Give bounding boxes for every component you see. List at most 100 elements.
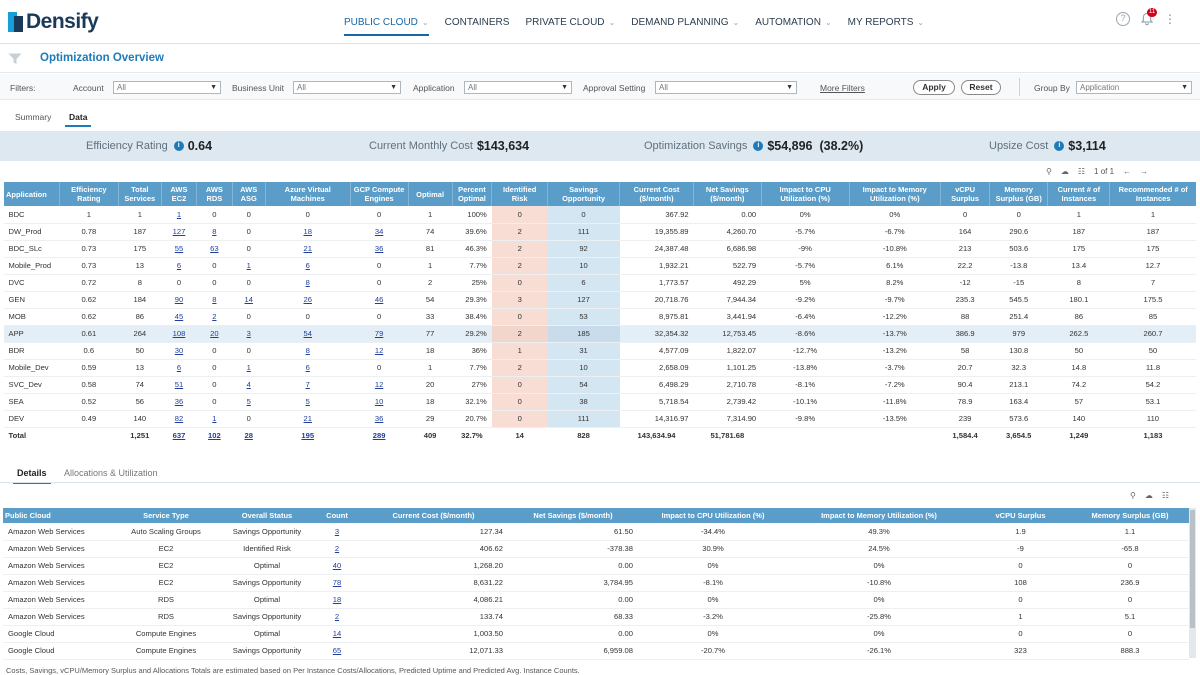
column-header[interactable]: Overall Status	[219, 508, 315, 523]
table-cell[interactable]: 21	[265, 410, 351, 428]
table-cell[interactable]: 55	[161, 240, 197, 258]
table-row[interactable]: DVC 0.72 8 0 0 0 8 0 2 25% 0 6 1,773.57 492.29 5% 8.2% -…	[3, 274, 1196, 292]
group-by-select[interactable]: Application ▼	[1076, 81, 1192, 94]
column-header[interactable]: Service Type	[113, 508, 219, 523]
drilldown-link[interactable]: 7	[305, 380, 310, 389]
table-cell[interactable]: 7	[265, 376, 351, 394]
count-link[interactable]: 2	[334, 544, 340, 553]
table-cell[interactable]: 127	[161, 223, 197, 241]
info-icon[interactable]: i	[1054, 141, 1065, 151]
help-icon[interactable]: ?	[1116, 12, 1130, 26]
table-cell[interactable]: 6	[161, 257, 197, 275]
table-cell[interactable]: 2	[196, 308, 233, 326]
table-cell[interactable]: 82	[161, 410, 197, 428]
total-cell[interactable]: 102	[196, 426, 233, 444]
nav-item-public-cloud[interactable]: PUBLIC CLOUD ⌄	[336, 0, 437, 44]
column-header[interactable]: Current Cost ($/month)	[359, 508, 508, 523]
table-cell[interactable]: 51	[161, 376, 197, 394]
table-row[interactable]: BDC_SLc 0.73 175 55 63 0 21 36 81 46.3% 2 92 24,387.…	[3, 240, 1196, 258]
more-menu-icon[interactable]: ⋮	[1164, 12, 1176, 26]
table-cell[interactable]: 30	[161, 342, 197, 360]
column-header[interactable]: Net Savings ($/month)	[508, 508, 638, 523]
table-cell[interactable]: 8	[265, 274, 351, 292]
drilldown-link[interactable]: 5	[246, 397, 251, 406]
drilldown-link[interactable]: 46	[374, 295, 384, 304]
drilldown-link[interactable]: 127	[172, 227, 186, 236]
table-cell[interactable]: 3	[315, 523, 359, 541]
account-filter-select[interactable]: All ▼	[113, 81, 221, 94]
table-cell[interactable]: 79	[350, 325, 409, 343]
cloud-download-icon[interactable]: ☁	[1060, 167, 1069, 176]
count-link[interactable]: 78	[332, 578, 342, 587]
table-row[interactable]: Amazon Web Services EC2 Savings Opportunit…	[3, 574, 1189, 592]
table-cell[interactable]: 18	[315, 591, 359, 609]
column-header[interactable]: GCP Compute Engines	[349, 182, 409, 206]
count-link[interactable]: 65	[332, 646, 342, 655]
table-row[interactable]: Amazon Web Services Auto Scaling Groups Sa…	[3, 523, 1189, 541]
drilldown-link[interactable]: 6	[305, 261, 310, 270]
table-cell[interactable]: 6	[265, 257, 351, 275]
table-cell[interactable]: 3	[232, 325, 266, 343]
drilldown-link[interactable]: 82	[174, 414, 184, 423]
column-header[interactable]: Current Cost ($/month)	[618, 182, 694, 206]
table-cell[interactable]: 54	[265, 325, 351, 343]
table-cell[interactable]: 45	[161, 308, 197, 326]
tab-allocations-utilization[interactable]: Allocations & Utilization	[64, 468, 158, 478]
table-cell[interactable]: 10	[350, 393, 409, 411]
column-header[interactable]: Memory Surplus (GB)	[1071, 508, 1189, 523]
table-row[interactable]: Amazon Web Services EC2 Identified Risk 2 40…	[3, 540, 1189, 558]
business-unit-filter-select[interactable]: All ▼	[293, 81, 401, 94]
table-cell[interactable]: 90	[161, 291, 197, 309]
table-cell[interactable]: 6	[161, 359, 197, 377]
tab-summary[interactable]: Summary	[15, 112, 52, 122]
column-header[interactable]: Net Savings ($/month)	[693, 182, 762, 206]
details-scrollbar[interactable]	[1189, 508, 1196, 658]
table-cell[interactable]: 1	[232, 257, 266, 275]
count-link[interactable]: 18	[332, 595, 342, 604]
drilldown-link[interactable]: 45	[174, 312, 184, 321]
count-link[interactable]: 40	[332, 561, 342, 570]
next-page-icon[interactable]: →	[1140, 167, 1149, 176]
tab-details[interactable]: Details	[13, 468, 50, 484]
table-cell[interactable]: 14	[315, 625, 359, 643]
table-cell[interactable]: 2	[315, 608, 359, 626]
table-cell[interactable]: 78	[315, 574, 359, 592]
cloud-download-icon[interactable]: ☁	[1144, 491, 1153, 500]
table-cell[interactable]: 36	[161, 393, 197, 411]
table-cell[interactable]: 36	[350, 410, 409, 428]
column-header[interactable]: Public Cloud	[3, 508, 113, 523]
table-cell[interactable]: 12	[350, 376, 409, 394]
table-cell[interactable]: 21	[265, 240, 351, 258]
column-header[interactable]: AWS RDS	[196, 182, 233, 206]
densify-logo[interactable]: Densify	[8, 10, 99, 34]
table-row[interactable]: BDR 0.6 50 30 0 0 8 12 18 36% 1 31 4,577.09 1,822.07-…	[3, 342, 1196, 360]
nav-item-demand-planning[interactable]: DEMAND PLANNING ⌄	[623, 0, 747, 44]
table-row[interactable]: DEV 0.49 140 82 1 0 21 36 29 20.7% 0 111 14,316.97 7,…	[3, 410, 1196, 428]
drilldown-link[interactable]: 36	[374, 414, 384, 423]
table-row[interactable]: Google Cloud Compute Engines Savings Oppor…	[3, 642, 1189, 660]
table-cell[interactable]: 12	[350, 342, 409, 360]
drilldown-link[interactable]: 2	[212, 312, 217, 321]
drilldown-link[interactable]: 1	[246, 363, 251, 372]
table-cell[interactable]: 108	[161, 325, 197, 343]
table-row[interactable]: BDC 1 1 1 0 0 0 0 1 100% 0 0 367.92 0.00 0% 0% 0 0 1 1	[3, 206, 1196, 224]
approval-setting-filter-select[interactable]: All ▼	[655, 81, 797, 94]
column-header[interactable]: Efficiency Rating	[58, 182, 119, 206]
table-cell[interactable]: 26	[265, 291, 351, 309]
total-cell[interactable]: 289	[350, 426, 409, 444]
count-link[interactable]: 14	[332, 629, 342, 638]
nav-item-private-cloud[interactable]: PRIVATE CLOUD ⌄	[517, 0, 623, 44]
table-row[interactable]: MOB 0.62 86 45 2 0 0 0 33 38.4% 0 53 8,975.81 3,441.9…	[3, 308, 1196, 326]
table-cell[interactable]: 1	[161, 206, 197, 224]
table-row[interactable]: Mobile_Prod 0.73 13 6 0 1 6 0 1 7.7% 2 10 1,932.21 52…	[3, 257, 1196, 275]
table-cell[interactable]: 4	[232, 376, 266, 394]
drilldown-link[interactable]: 26	[303, 295, 312, 304]
drilldown-link[interactable]: 30	[174, 346, 184, 355]
table-cell[interactable]: 40	[315, 557, 359, 575]
table-row[interactable]: Amazon Web Services RDS Optimal 18 4,086.21 0…	[3, 591, 1189, 609]
drilldown-link[interactable]: 20	[210, 329, 219, 338]
columns-icon[interactable]: ☷	[1161, 491, 1170, 500]
drilldown-link[interactable]: 90	[174, 295, 184, 304]
column-header[interactable]: Impact to CPU Utilization (%)	[760, 182, 850, 206]
scrollbar-thumb[interactable]	[1190, 510, 1195, 628]
